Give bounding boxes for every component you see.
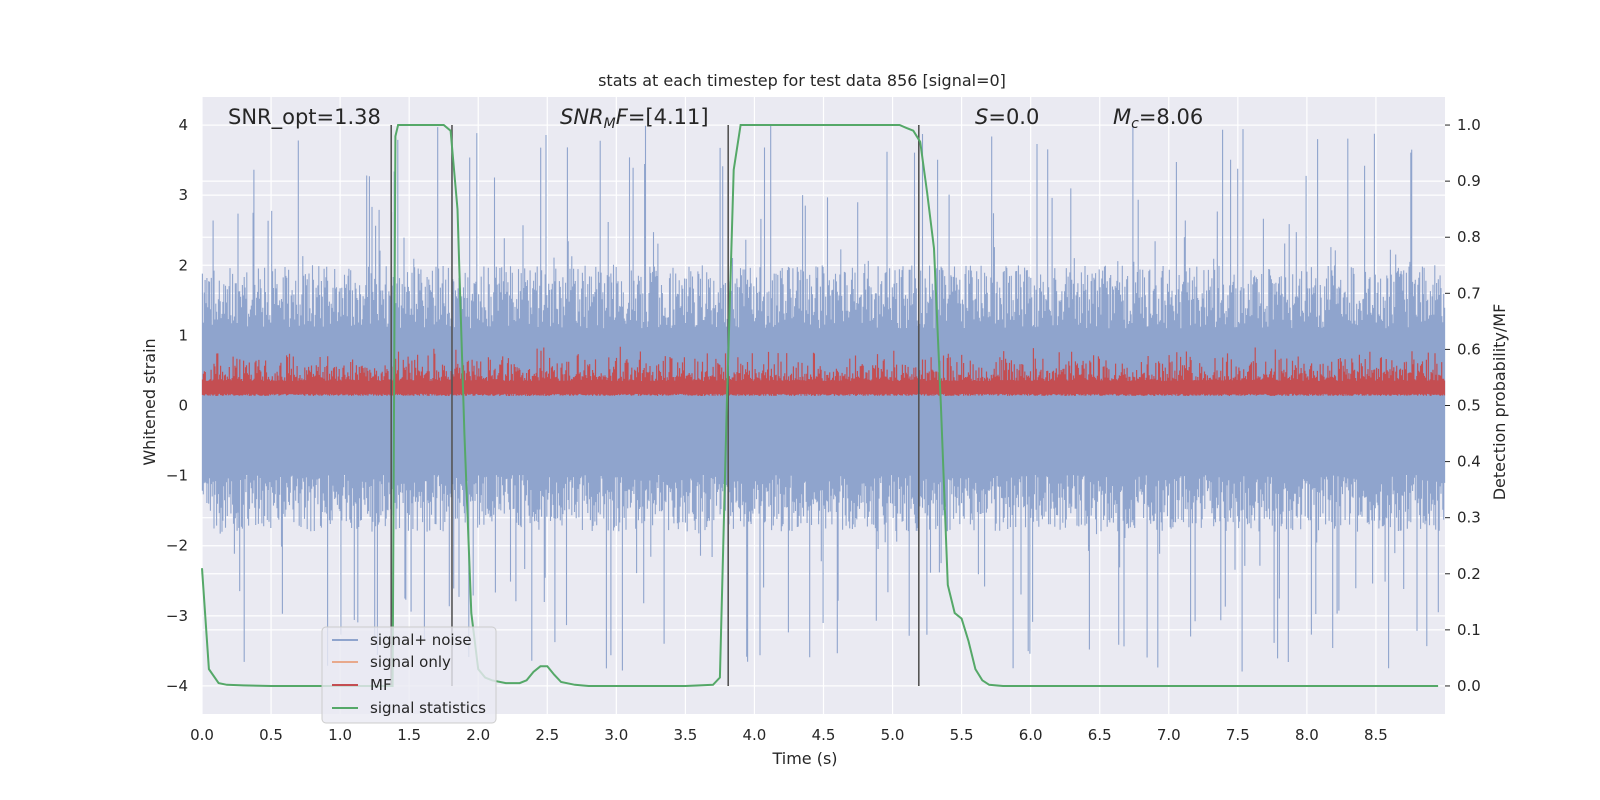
y-left-tick-label: 4 (178, 116, 188, 134)
y-axis-right-ticks: 1.0 0.9 0.8 0.7 0.6 0.5 0.4 0.3 0.2 0.1 0.0 (1445, 116, 1481, 695)
snr-opt-annotation: SNR_opt=1.38 (228, 105, 381, 130)
x-tick-label: 4.0 (743, 726, 767, 744)
x-tick-label: 7.5 (1226, 726, 1250, 744)
y-right-tick-label: 0.2 (1457, 565, 1481, 583)
y-right-tick-label: 0.6 (1457, 340, 1481, 358)
x-tick-label: 2.0 (466, 726, 490, 744)
y-right-tick-label: 0.5 (1457, 397, 1481, 415)
s-annotation: S=0.0 (975, 105, 1039, 129)
x-tick-label: 2.5 (535, 726, 559, 744)
y-left-tick-label: 0 (178, 397, 188, 415)
y-left-tick-label: 2 (178, 256, 188, 274)
x-tick-label: 3.5 (673, 726, 697, 744)
legend-label-statistics: signal statistics (370, 699, 486, 717)
detection-boundaries (390, 125, 920, 686)
mc-annotation: Mc=8.06 (1113, 105, 1203, 132)
y-left-tick-label: −4 (166, 677, 188, 695)
y-right-tick-label: 0.7 (1457, 284, 1481, 302)
y-left-tick-label: 3 (178, 186, 188, 204)
legend-label-signal: signal only (370, 653, 451, 671)
legend: signal+ noise signal only MF signal stat… (321, 626, 497, 724)
y-left-tick-label: −2 (166, 537, 188, 555)
y-right-tick-label: 0.0 (1457, 677, 1481, 695)
x-tick-label: 0.5 (259, 726, 283, 744)
x-tick-label: 1.0 (328, 726, 352, 744)
mf-trace (201, 346, 1446, 396)
y-left-tick-label: 1 (178, 326, 188, 344)
y-left-tick-label: −1 (166, 467, 188, 485)
y-left-tick-label: −3 (166, 607, 188, 625)
x-tick-label: 4.5 (812, 726, 836, 744)
chart-title: stats at each timestep for test data 856… (598, 71, 1006, 90)
x-axis-label: Time (s) (771, 749, 837, 768)
noise-series (201, 125, 1446, 672)
snr-mf-annotation: SNRMF=[4.11] (560, 105, 709, 132)
x-tick-label: 6.5 (1088, 726, 1112, 744)
mf-series (201, 346, 1446, 396)
y-axis-left-ticks: 4 3 2 1 0 −1 −2 −3 −4 (166, 116, 188, 695)
x-tick-label: 8.5 (1364, 726, 1388, 744)
x-tick-label: 6.0 (1019, 726, 1043, 744)
y-right-tick-label: 1.0 (1457, 116, 1481, 134)
x-axis-ticks: 0.0 0.5 1.0 1.5 2.0 2.5 3.0 3.5 4.0 4.5 5.0 5.5 6.0 6… (190, 726, 1388, 744)
x-tick-label: 8.0 (1295, 726, 1319, 744)
legend-frame (321, 626, 497, 724)
legend-label-noise: signal+ noise (370, 631, 472, 649)
y-right-tick-label: 0.9 (1457, 172, 1481, 190)
y-axis-right-label: Detection probability/MF (1490, 304, 1509, 501)
y-right-tick-label: 0.4 (1457, 453, 1481, 471)
legend-label-mf: MF (370, 676, 392, 694)
x-tick-label: 3.0 (604, 726, 628, 744)
x-tick-label: 5.5 (950, 726, 974, 744)
y-right-tick-label: 0.3 (1457, 509, 1481, 527)
y-axis-left-label: Whitened strain (140, 338, 159, 465)
y-right-tick-label: 0.8 (1457, 228, 1481, 246)
y-right-tick-label: 0.1 (1457, 621, 1481, 639)
x-tick-label: 7.0 (1157, 726, 1181, 744)
x-tick-label: 1.5 (397, 726, 421, 744)
x-tick-label: 5.0 (881, 726, 905, 744)
x-tick-label: 0.0 (190, 726, 214, 744)
